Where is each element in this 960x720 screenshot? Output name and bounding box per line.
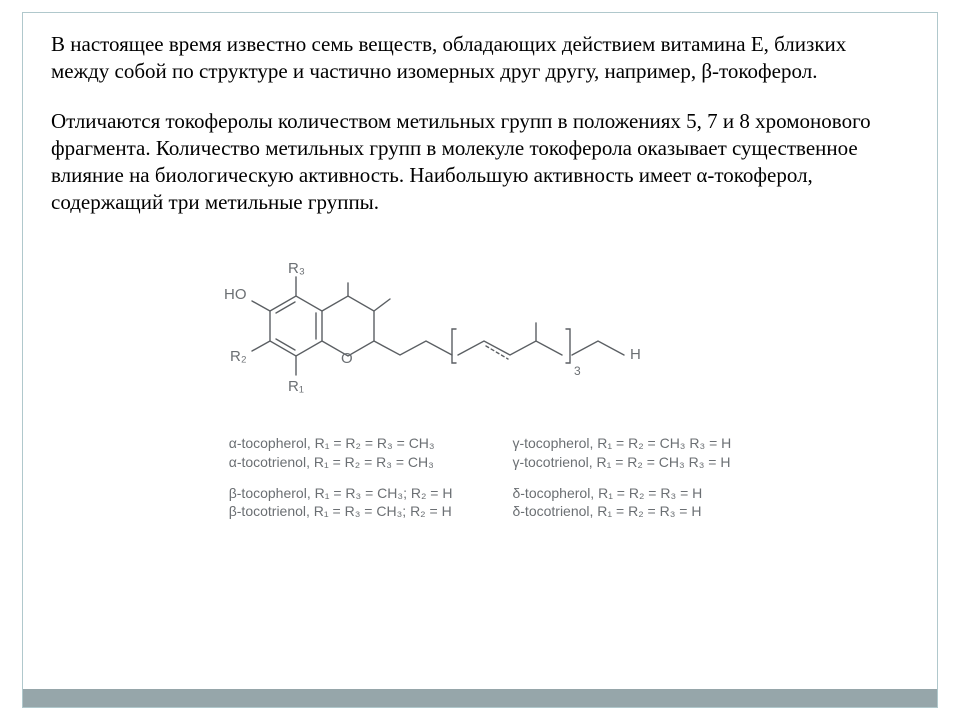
legend-line: δ-tocotrienol, R₁ = R₂ = R₃ = H	[512, 502, 731, 521]
slide-frame: В настоящее время известно семь веществ,…	[22, 12, 938, 708]
slide-outer: В настоящее время известно семь веществ,…	[0, 0, 960, 720]
legend-line: γ-tocopherol, R₁ = R₂ = CH₃ R₃ = H	[512, 434, 731, 453]
legend-line: α-tocopherol, R₁ = R₂ = R₃ = CH₃	[229, 434, 453, 453]
paragraph-1: В настоящее время известно семь веществ,…	[51, 31, 909, 86]
label-R3: R₃	[288, 260, 305, 277]
label-HO: HO	[224, 286, 247, 303]
legend-col-left: α-tocopherol, R₁ = R₂ = R₃ = CH₃ α-tocot…	[229, 434, 453, 534]
structure-svg: HO R₃ R₂ R₁ O H 3	[200, 233, 760, 423]
legend-alpha: α-tocopherol, R₁ = R₂ = R₃ = CH₃ α-tocot…	[229, 434, 453, 472]
chemical-diagram-block: HO R₃ R₂ R₁ O H 3 α-tocopherol, R₁ = R₂ …	[51, 233, 909, 534]
legend-line: β-tocotrienol, R₁ = R₃ = CH₃; R₂ = H	[229, 502, 453, 521]
label-R2: R₂	[230, 348, 247, 365]
label-O: O	[341, 350, 353, 367]
legend-gamma: γ-tocopherol, R₁ = R₂ = CH₃ R₃ = H γ-toc…	[512, 434, 731, 472]
legend-line: β-tocopherol, R₁ = R₃ = CH₃; R₂ = H	[229, 484, 453, 503]
legend-col-right: γ-tocopherol, R₁ = R₂ = CH₃ R₃ = H γ-toc…	[512, 434, 731, 534]
label-sub3: 3	[574, 364, 581, 378]
label-R1: R₁	[288, 378, 304, 395]
legend-delta: δ-tocopherol, R₁ = R₂ = R₃ = H δ-tocotri…	[512, 484, 731, 522]
legend-line: γ-tocotrienol, R₁ = R₂ = CH₃ R₃ = H	[512, 453, 731, 472]
chemical-structure: HO R₃ R₂ R₁ O H 3	[200, 233, 760, 428]
structure-legend: α-tocopherol, R₁ = R₂ = R₃ = CH₃ α-tocot…	[51, 434, 909, 534]
legend-beta: β-tocopherol, R₁ = R₃ = CH₃; R₂ = H β-to…	[229, 484, 453, 522]
bottom-accent-bar	[23, 689, 937, 707]
legend-line: α-tocotrienol, R₁ = R₂ = R₃ = CH₃	[229, 453, 453, 472]
paragraph-2: Отличаются токоферолы количеством метиль…	[51, 108, 909, 217]
label-H: H	[630, 346, 641, 363]
legend-line: δ-tocopherol, R₁ = R₂ = R₃ = H	[512, 484, 731, 503]
